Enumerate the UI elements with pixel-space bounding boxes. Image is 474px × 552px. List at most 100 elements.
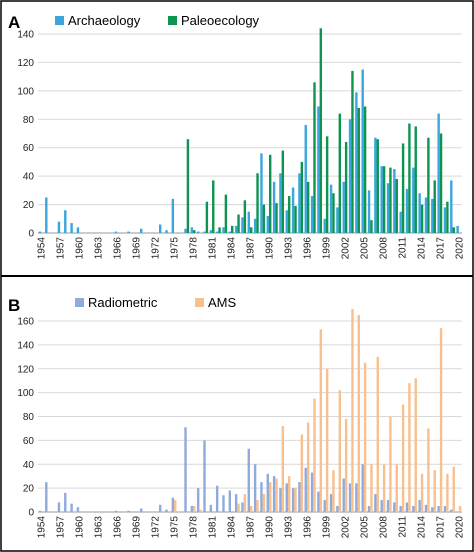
bar-archaeology-1954 — [38, 231, 42, 233]
bar-archaeology-2001 — [336, 207, 339, 233]
bar-radiometric-2014 — [418, 500, 421, 512]
x-tick-label: 2020 — [454, 516, 465, 539]
bar-archaeology-1959 — [70, 223, 73, 233]
bar-radiometric-1973 — [158, 504, 162, 512]
bar-radiometric-2012 — [405, 502, 409, 512]
x-tick-label: 1954 — [37, 237, 48, 260]
x-tick-label: 2002 — [340, 516, 351, 539]
bar-paleoecology-2001 — [338, 113, 342, 233]
x-tick-label: 1981 — [208, 516, 219, 539]
bar-archaeology-1979 — [196, 231, 200, 233]
x-tick-label: 1984 — [227, 237, 238, 260]
bar-ams-1986 — [243, 494, 247, 512]
bar-radiometric-1993 — [285, 483, 288, 512]
bar-archaeology-1955 — [45, 197, 48, 233]
bar-ams-2011 — [401, 404, 405, 512]
bar-paleoecology-1985 — [237, 214, 240, 233]
bar-paleoecology-1991 — [275, 203, 278, 233]
bar-ams-2004 — [357, 315, 360, 512]
y-tick-label: 120 — [17, 364, 34, 375]
bar-radiometric-1989 — [260, 482, 263, 512]
bar-ams-2001 — [338, 390, 342, 512]
legend-swatch-radiometric — [75, 298, 84, 307]
x-tick-label: 1990 — [264, 516, 275, 539]
bar-paleoecology-2006 — [370, 220, 373, 233]
bar-archaeology-1975 — [171, 198, 175, 233]
y-tick-label: 60 — [23, 436, 35, 447]
bar-archaeology-1984 — [228, 231, 232, 233]
bar-radiometric-2001 — [336, 506, 339, 512]
bar-ams-1999 — [325, 368, 329, 512]
bar-archaeology-1980 — [203, 231, 206, 233]
bar-ams-2006 — [370, 464, 373, 512]
panel-a: A 0 20 40 60 80 100 120 140 1954 1957 1960 1963 1966 1… — [8, 13, 465, 259]
bar-ams-2020 — [458, 506, 462, 512]
bar-radiometric-1992 — [279, 488, 282, 512]
y-tick-label: 120 — [17, 58, 34, 69]
bar-archaeology-1991 — [272, 181, 276, 233]
bar-ams-2010 — [395, 464, 398, 512]
x-tick-label: 1960 — [75, 237, 86, 260]
bar-ams-2014 — [420, 473, 424, 512]
bar-ams-2002 — [344, 418, 348, 512]
x-tick-label: 1966 — [113, 516, 124, 539]
bar-ams-1994 — [294, 488, 297, 512]
legend-swatch-archaeology — [55, 16, 64, 25]
x-tick-label: 1993 — [283, 237, 294, 260]
bar-archaeology-1989 — [260, 153, 263, 233]
bar-archaeology-2013 — [412, 167, 415, 233]
bar-paleoecology-2004 — [357, 107, 360, 233]
bar-radiometric-2017 — [437, 506, 440, 512]
bar-archaeology-1982 — [215, 231, 219, 233]
y-tick-label: 0 — [28, 229, 34, 240]
bar-archaeology-2011 — [399, 211, 402, 233]
bar-paleoecology-2000 — [332, 193, 335, 233]
y-tick-label: 20 — [23, 484, 35, 495]
x-tick-label: 1954 — [37, 516, 48, 539]
bar-paleoecology-1983 — [224, 194, 228, 233]
bar-paleoecology-1978 — [193, 230, 196, 233]
bar-archaeology-1985 — [234, 225, 238, 233]
bar-archaeology-1998 — [317, 106, 320, 233]
x-tick-label: 1981 — [208, 237, 219, 260]
bar-paleoecology-2012 — [408, 123, 411, 233]
legend-swatch-paleoecology — [168, 16, 177, 25]
y-tick-label: 160 — [17, 317, 34, 328]
bar-archaeology-1994 — [291, 187, 295, 233]
bar-radiometric-1998 — [317, 491, 320, 512]
bar-ams-1993 — [287, 476, 291, 512]
bar-archaeology-2012 — [405, 188, 409, 233]
bar-ams-2012 — [408, 383, 411, 512]
x-tick-label: 2011 — [397, 516, 408, 538]
bar-archaeology-1983 — [222, 227, 225, 233]
bar-paleoecology-1992 — [281, 150, 285, 233]
y-tick-label: 100 — [17, 388, 34, 399]
bar-paleoecology-1989 — [262, 204, 266, 233]
x-tick-label: 2005 — [359, 516, 370, 539]
bar-ams-1990 — [268, 482, 272, 512]
bar-radiometric-1966 — [114, 510, 118, 512]
bar-archaeology-2009 — [386, 183, 390, 233]
y-tick-label: 40 — [23, 172, 35, 183]
bar-archaeology-1995 — [298, 173, 301, 233]
bar-ams-2003 — [351, 309, 354, 512]
bar-paleoecology-1990 — [268, 154, 272, 233]
bar-archaeology-2017 — [437, 113, 440, 233]
bar-archaeology-2000 — [329, 184, 333, 233]
bar-archaeology-1978 — [190, 227, 194, 233]
bar-paleoecology-1988 — [256, 173, 259, 233]
bar-ams-1995 — [300, 434, 304, 512]
bar-paleoecology-1977 — [186, 139, 190, 233]
x-tick-label: 1966 — [113, 237, 124, 260]
bar-paleoecology-1982 — [218, 227, 221, 233]
panel-label: A — [8, 13, 20, 32]
bar-radiometric-1995 — [298, 482, 301, 512]
bar-paleoecology-2015 — [427, 137, 430, 233]
bar-ams-1987 — [250, 506, 253, 512]
x-tick-label: 1972 — [151, 516, 162, 539]
bar-radiometric-1991 — [272, 476, 276, 512]
bar-radiometric-2011 — [399, 506, 402, 512]
y-tick-label: 0 — [28, 508, 34, 519]
x-tick-label: 2008 — [378, 237, 389, 260]
bar-radiometric-1957 — [57, 502, 61, 512]
